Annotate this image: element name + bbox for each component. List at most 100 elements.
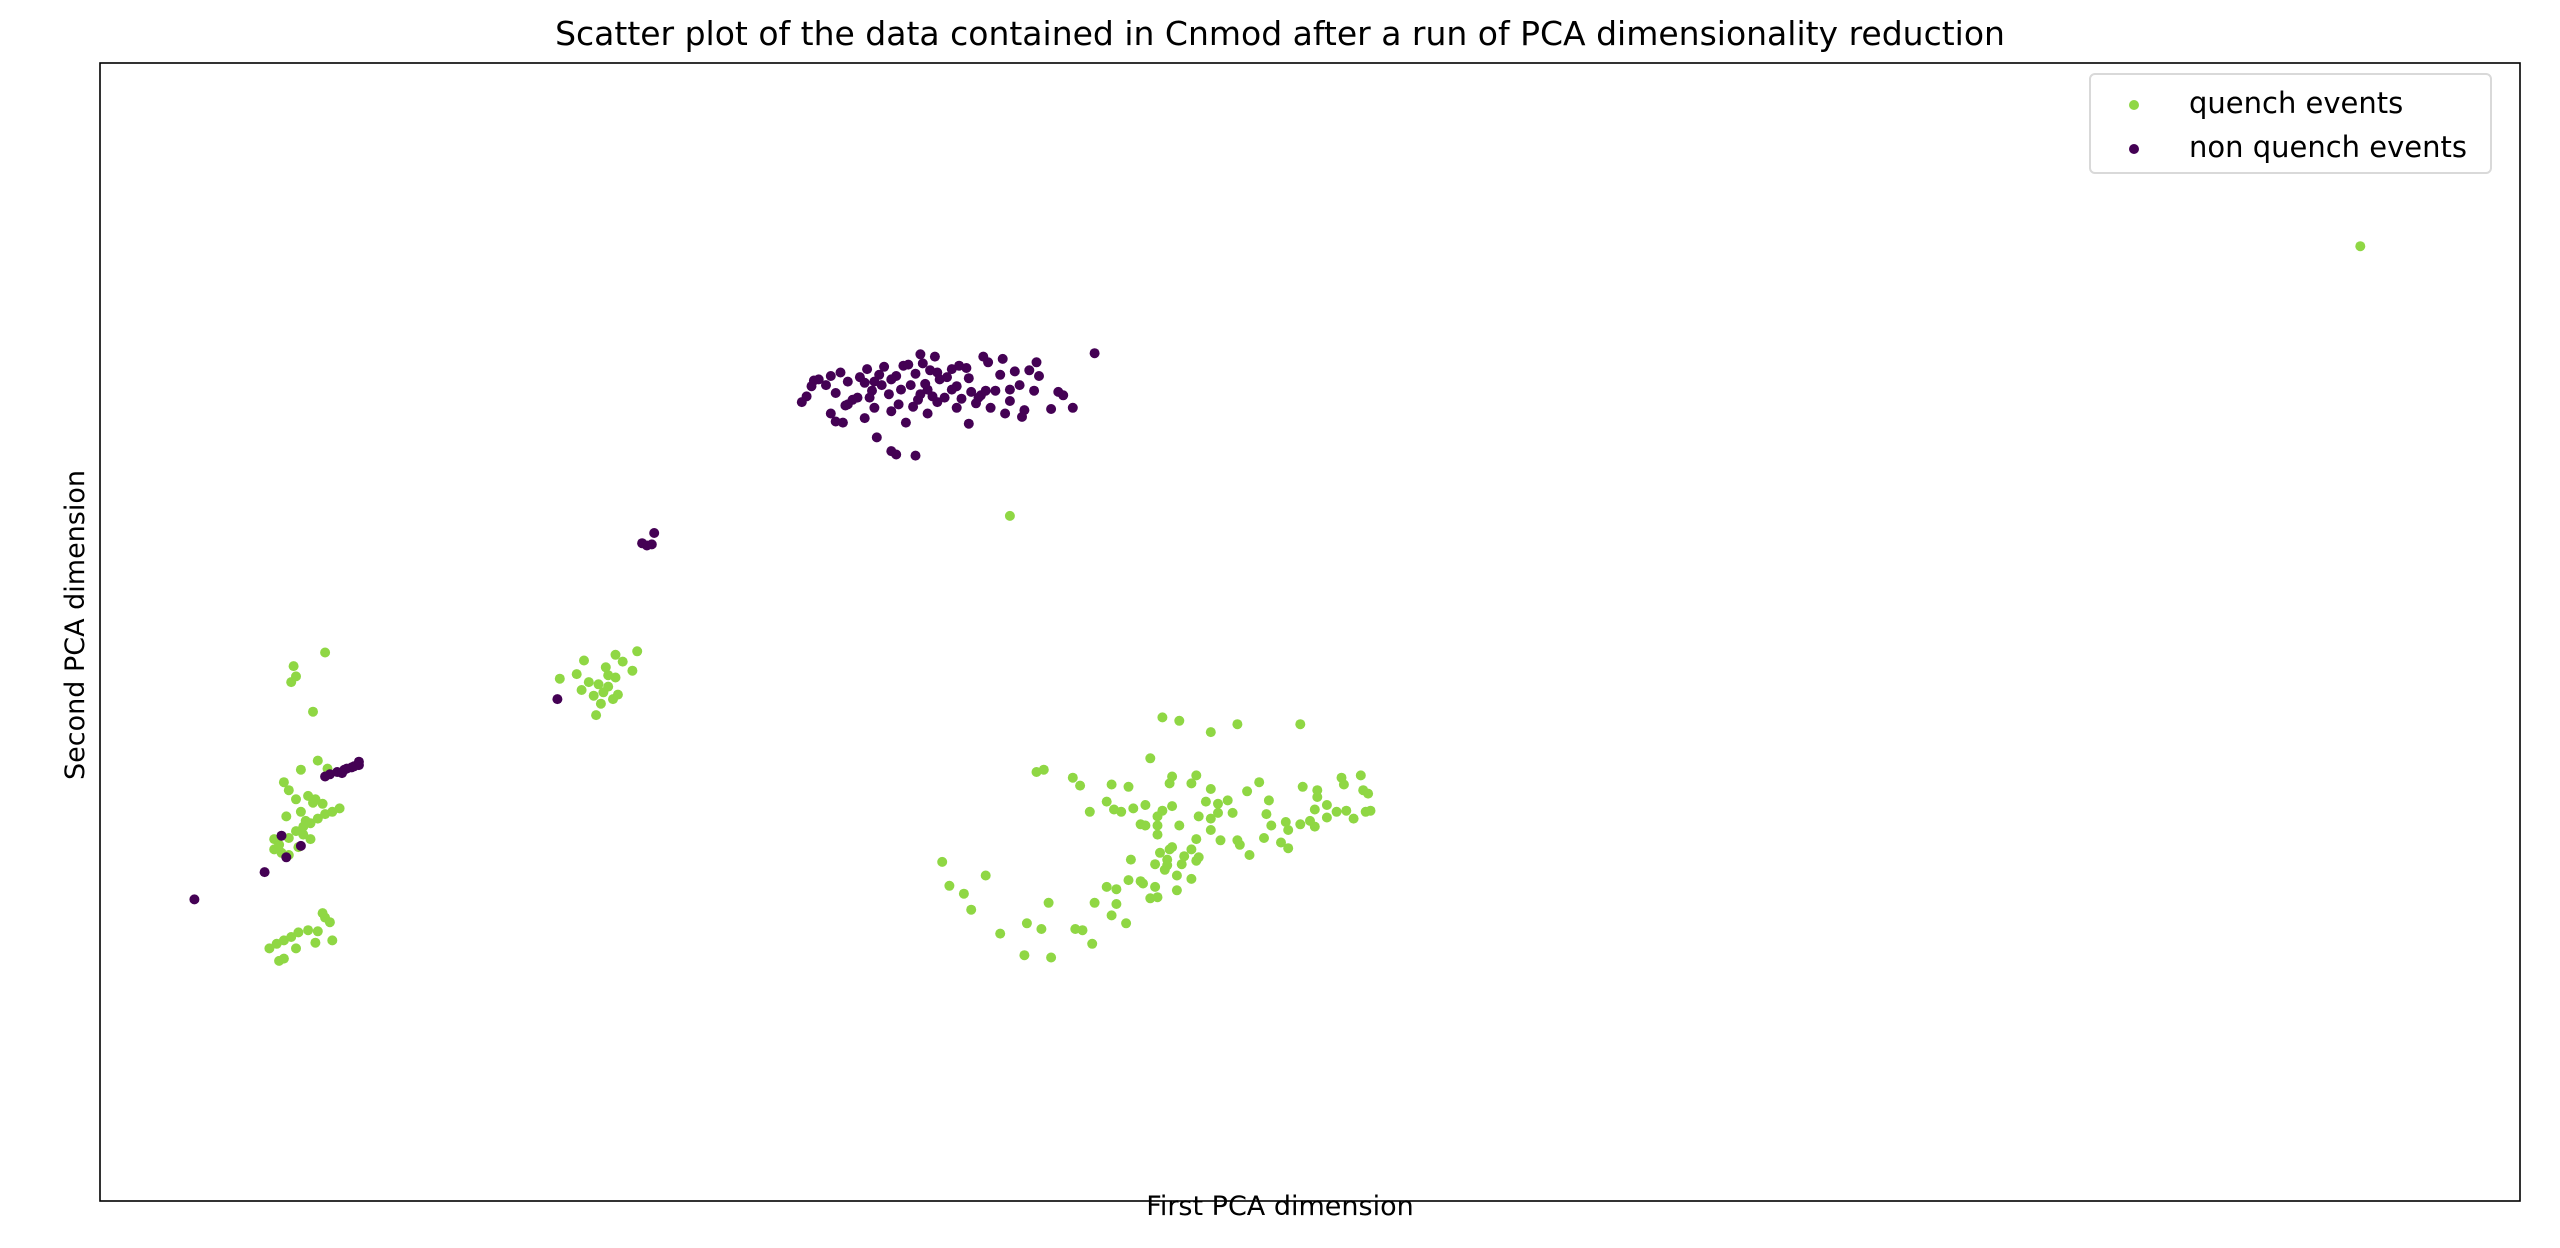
scatter-point — [1014, 380, 1025, 391]
scatter-point — [905, 380, 916, 391]
scatter-point — [1167, 842, 1178, 853]
scatter-point — [291, 671, 301, 682]
scatter-point — [886, 406, 897, 417]
scatter-point — [1075, 780, 1086, 791]
scatter-point — [1295, 819, 1306, 830]
scatter-point — [1205, 813, 1216, 824]
scatter-point — [1135, 876, 1146, 887]
scatter-point — [942, 372, 952, 383]
scatter-point — [1321, 800, 1332, 810]
scatter-point — [946, 384, 957, 395]
scatter-point — [1106, 910, 1117, 921]
scatter-point — [593, 679, 604, 690]
scatter-point — [886, 374, 897, 385]
scatter-point — [291, 794, 301, 805]
scatter-point — [1341, 805, 1352, 816]
scatter-point — [552, 694, 563, 705]
scatter-point — [295, 764, 306, 775]
scatter-point — [334, 803, 345, 814]
scatter-point — [990, 385, 1001, 396]
scatter-point — [835, 367, 846, 378]
scatter-point — [1017, 411, 1027, 422]
scatter-point — [295, 840, 306, 851]
scatter-point — [891, 449, 902, 460]
scatter-point — [1205, 784, 1216, 794]
scatter-point — [1200, 796, 1211, 807]
scatter-point — [954, 360, 965, 371]
series-layer — [189, 241, 2366, 966]
scatter-point — [317, 908, 328, 919]
scatter-point — [985, 402, 996, 413]
scatter-point — [2355, 241, 2366, 252]
series-non-quench-events — [189, 348, 1100, 905]
scatter-point — [958, 888, 969, 899]
scatter-point — [1186, 778, 1197, 789]
scatter-point — [1135, 819, 1146, 830]
scatter-point — [1058, 390, 1069, 401]
scatter-point — [944, 880, 955, 891]
scatter-point — [910, 450, 921, 461]
scatter-point — [320, 647, 331, 658]
scatter-point — [910, 368, 921, 379]
scatter-point — [1038, 764, 1049, 775]
scatter-point — [286, 932, 297, 942]
scatter-point — [1186, 873, 1197, 884]
scatter-point — [903, 359, 914, 370]
scatter-point — [837, 417, 848, 428]
chart-title: Scatter plot of the data contained in Cn… — [555, 14, 2005, 53]
scatter-point — [1213, 807, 1223, 818]
scatter-point — [632, 646, 643, 657]
scatter-point — [1152, 820, 1163, 831]
scatter-point — [978, 351, 989, 362]
scatter-point — [1125, 854, 1136, 865]
scatter-point — [579, 655, 589, 666]
plot-area — [99, 62, 2521, 1202]
scatter-point — [1089, 348, 1100, 359]
scatter-point — [305, 818, 316, 829]
y-axis-label: Second PCA dimension — [60, 470, 91, 780]
scatter-point — [859, 413, 870, 424]
scatter-point — [259, 867, 270, 878]
scatter-point — [1283, 825, 1294, 835]
scatter-point — [1295, 719, 1306, 730]
scatter-point — [588, 690, 599, 701]
x-axis-label: First PCA dimension — [1146, 1191, 1414, 1222]
scatter-point — [1244, 850, 1255, 860]
scatter-point — [1191, 834, 1202, 845]
scatter-point — [293, 927, 304, 938]
scatter-point — [1186, 844, 1197, 855]
legend: quench events non quench events — [2089, 73, 2492, 174]
scatter-point — [939, 392, 950, 403]
scatter-point — [922, 384, 933, 395]
scatter-point — [842, 376, 853, 387]
scatter-point — [1109, 804, 1119, 815]
scatter-point — [1089, 897, 1100, 908]
scatter-point — [1106, 779, 1117, 790]
scatter-point — [1111, 899, 1122, 909]
scatter-point — [1254, 777, 1265, 788]
scatter-point — [627, 665, 638, 676]
scatter-point — [1152, 811, 1163, 822]
scatter-point — [864, 392, 875, 403]
scatter-point — [900, 417, 911, 428]
scatter-point — [1205, 727, 1216, 738]
scatter-point — [1000, 408, 1011, 419]
scatter-point — [1152, 829, 1163, 840]
scatter-point — [291, 943, 301, 954]
scatter-point — [603, 681, 614, 692]
scatter-point — [1167, 801, 1178, 812]
scatter-point — [1191, 770, 1202, 781]
scatter-point — [1162, 854, 1173, 865]
scatter-point — [303, 925, 314, 936]
scatter-point — [1140, 800, 1151, 810]
scatter-point — [871, 432, 882, 443]
scatter-point — [312, 926, 323, 937]
scatter-point — [1174, 820, 1185, 831]
scatter-point — [1145, 753, 1156, 764]
scatter-point — [997, 353, 1008, 364]
scatter-point — [1348, 813, 1359, 824]
scatter-point — [571, 669, 582, 680]
scatter-point — [1111, 884, 1122, 895]
